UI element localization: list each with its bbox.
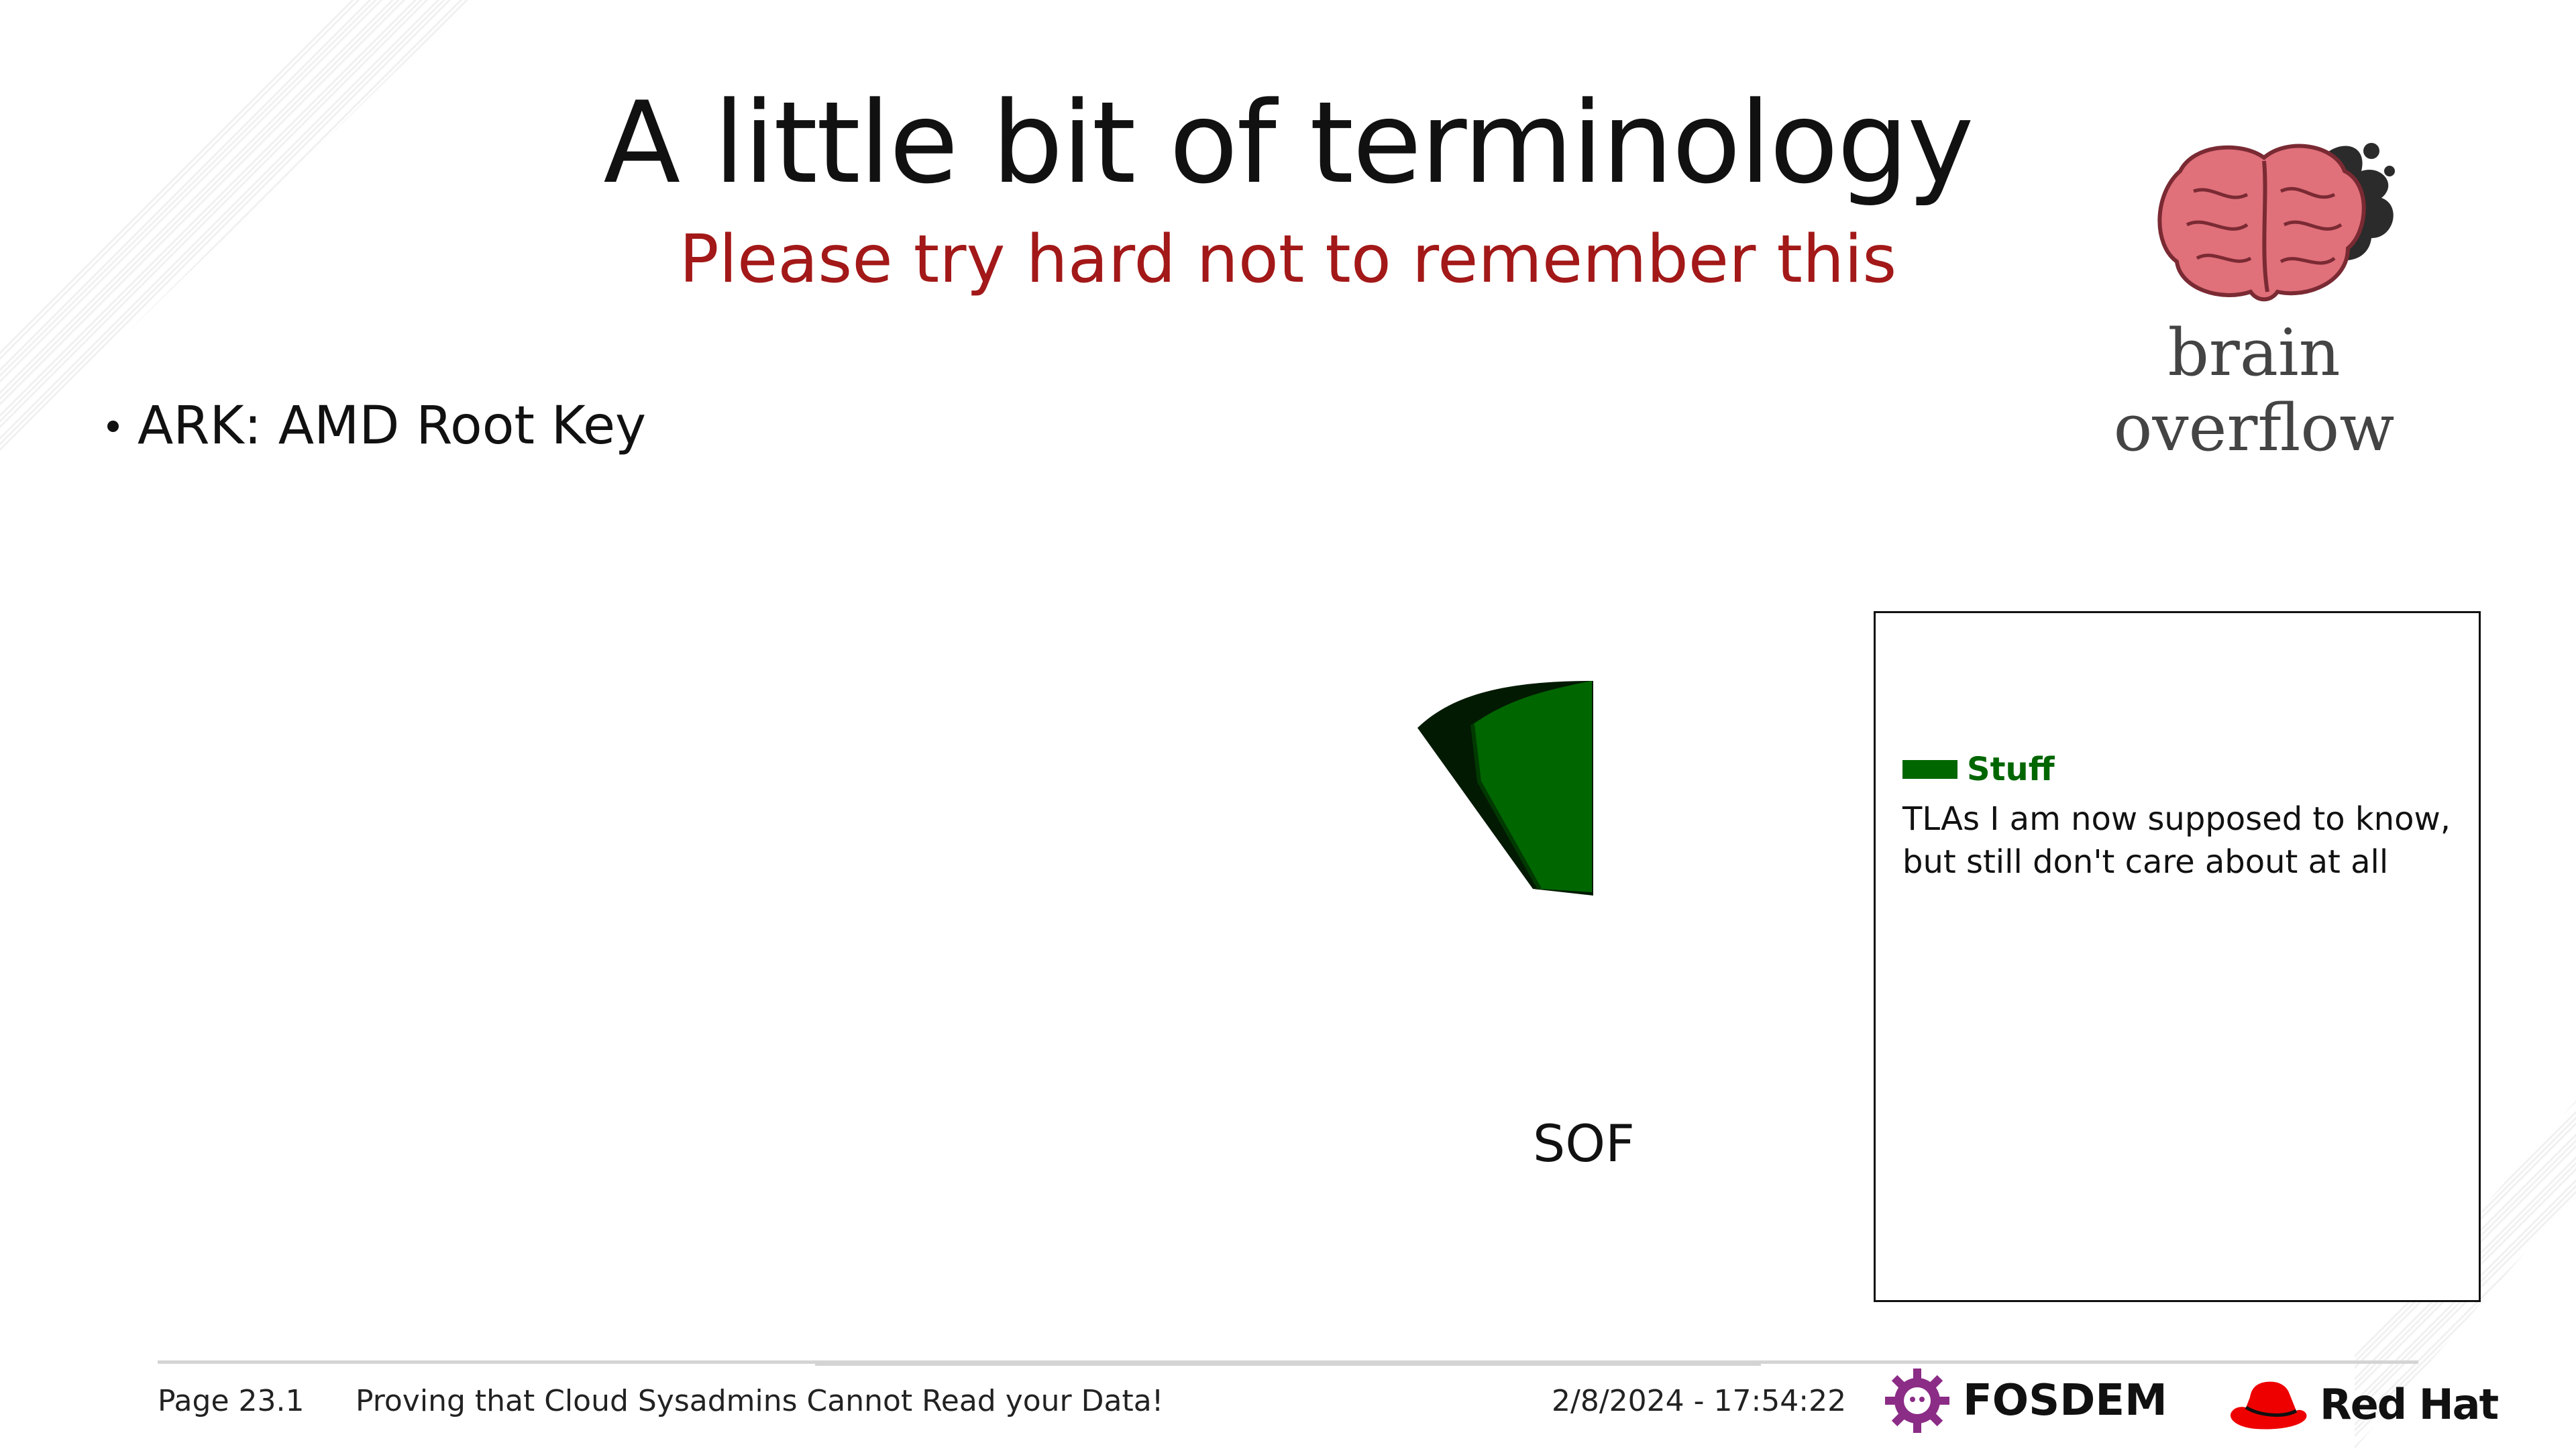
bullet-dot	[107, 420, 119, 432]
segment-label: SOF	[1533, 1114, 1635, 1173]
legend-entry: Stuff	[1902, 751, 2055, 788]
redhat-logo: Red Hat	[2226, 1374, 2499, 1434]
redhat-fedora-icon	[2230, 1381, 2307, 1430]
fosdem-gear-icon	[1885, 1368, 1949, 1433]
legend-name: Stuff	[1967, 751, 2055, 788]
pie-segment-sof[interactable]	[1412, 674, 1613, 896]
brand-logo-text: brain overflow	[2113, 315, 2395, 466]
brain-icon	[2157, 143, 2395, 302]
page-number: Page 23.1	[158, 1384, 305, 1418]
footer-datetime: 2/8/2024 - 17:54:22	[1552, 1384, 1847, 1418]
talk-title: Proving that Cloud Sysadmins Cannot Read…	[356, 1384, 1164, 1418]
corner-pattern-top-left	[0, 0, 470, 456]
legend-description: TLAs I am now supposed to know, but stil…	[1902, 800, 2451, 881]
fosdem-logo: FOSDEM	[1884, 1367, 2167, 1434]
slide-title: A little bit of terminology	[603, 77, 1974, 209]
bullet-text: ARK: AMD Root Key	[138, 396, 647, 456]
slide-subtitle: Please try hard not to remember this	[679, 221, 1897, 298]
legend-panel: Stuff TLAs I am now supposed to know, bu…	[1874, 611, 2481, 1302]
bullet-item: ARK: AMD Root Key	[107, 396, 646, 456]
redhat-label: Red Hat	[2320, 1379, 2499, 1429]
legend-swatch	[1902, 760, 1957, 779]
fosdem-label: FOSDEM	[1963, 1376, 2167, 1426]
footer-divider-accent	[815, 1360, 1761, 1366]
